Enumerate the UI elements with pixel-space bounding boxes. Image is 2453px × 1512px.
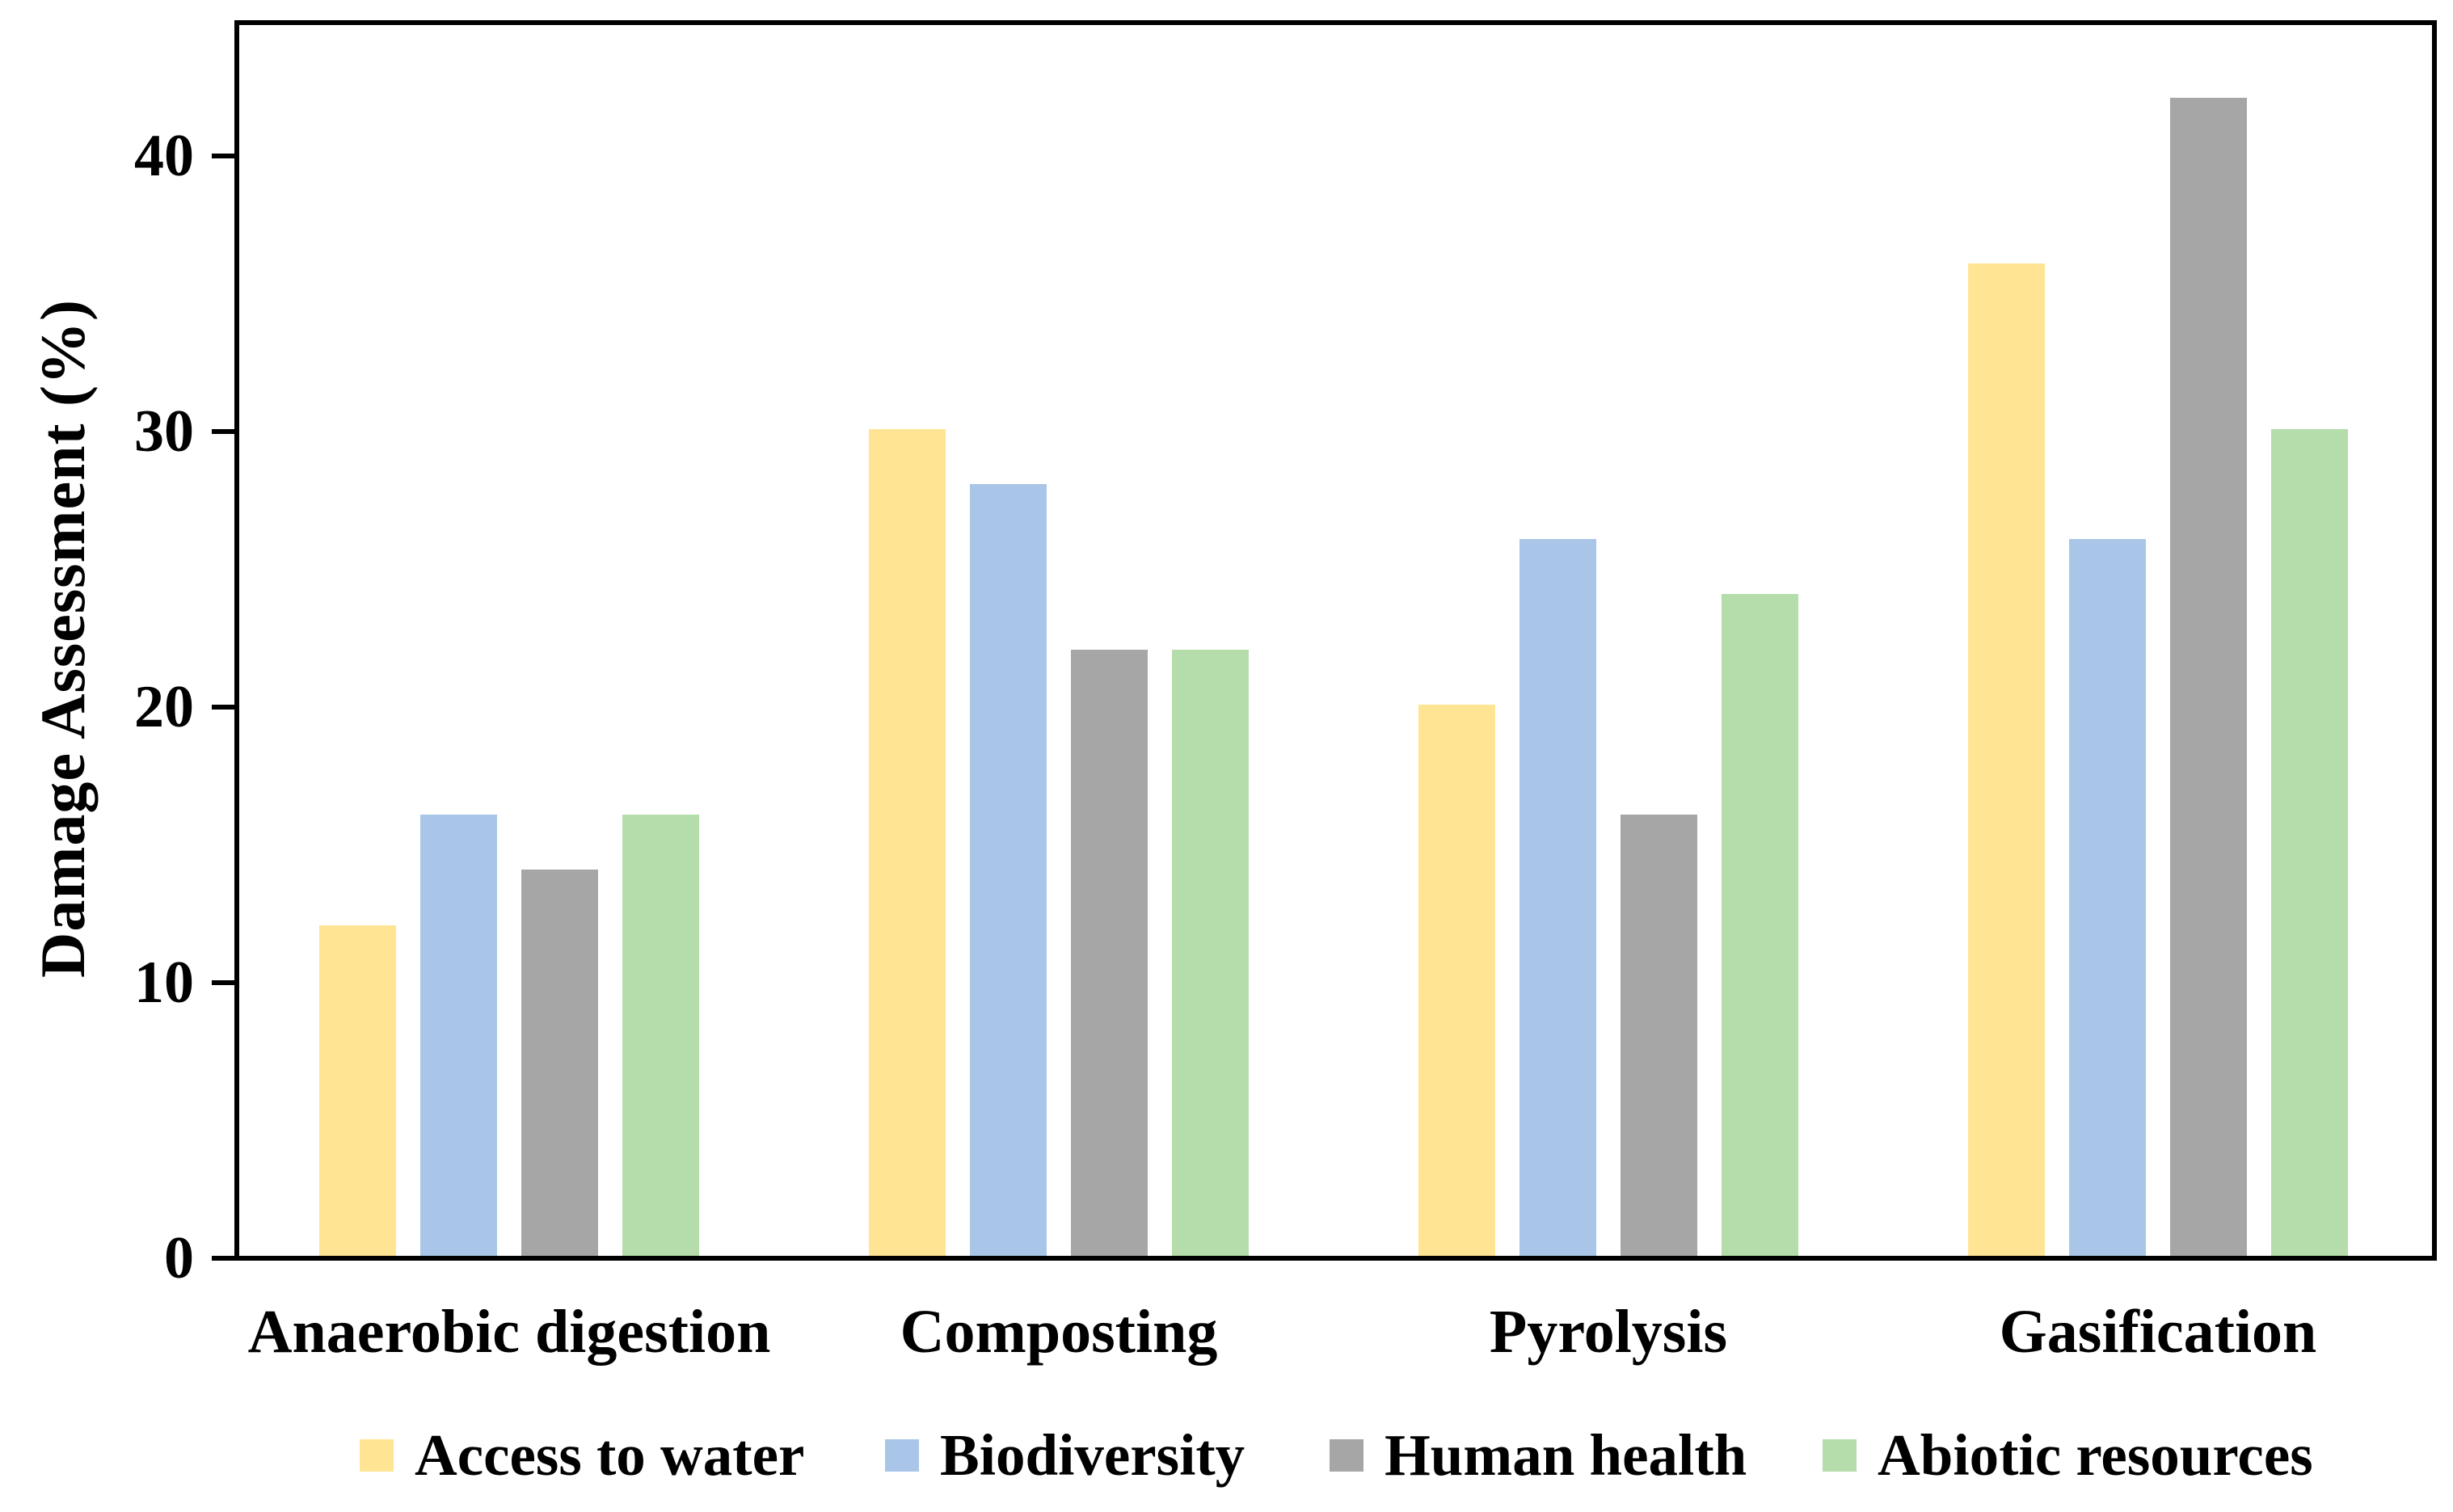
y-tick-label-40: 40 [134,122,194,189]
bar-gasification-human-health [2170,98,2247,1256]
bar-gasification-access-to-water [1968,263,2045,1256]
bar-anaerobic-digestion-biodiversity [420,815,497,1256]
legend-item-access-to-water: Access to water [360,1419,804,1492]
x-category-label-composting: Composting [900,1298,1218,1366]
bar-composting-biodiversity [970,483,1047,1256]
legend-item-abiotic-resources: Abiotic resources [1823,1419,2313,1492]
y-tick-label-10: 10 [134,949,194,1016]
bar-gasification-abiotic-resources [2271,428,2348,1256]
bar-pyrolysis-biodiversity [1519,539,1596,1256]
legend-label-biodiversity: Biodiversity [940,1422,1245,1488]
bar-composting-access-to-water [869,428,946,1256]
legend-label-access-to-water: Access to water [415,1422,805,1488]
legend-swatch-biodiversity [885,1439,919,1472]
bar-pyrolysis-abiotic-resources [1722,594,1798,1256]
legend-swatch-human-health [1330,1439,1363,1472]
y-tick-mark-0 [212,1256,234,1261]
bar-composting-abiotic-resources [1172,649,1249,1256]
y-tick-mark-30 [212,428,234,434]
bar-anaerobic-digestion-human-health [521,870,598,1256]
y-tick-mark-40 [212,153,234,158]
y-tick-label-30: 30 [134,398,194,465]
bar-gasification-biodiversity [2069,539,2146,1256]
legend-item-human-health: Human health [1330,1419,1747,1492]
y-tick-mark-10 [212,979,234,985]
legend-label-abiotic-resources: Abiotic resources [1878,1422,2313,1488]
y-tick-label-20: 20 [134,673,194,740]
legend-swatch-abiotic-resources [1823,1439,1857,1472]
legend-label-human-health: Human health [1385,1422,1747,1488]
x-category-label-gasification: Gasification [1999,1298,2317,1366]
bar-composting-human-health [1071,649,1148,1256]
bar-anaerobic-digestion-access-to-water [319,924,396,1256]
bar-pyrolysis-human-health [1621,815,1697,1256]
legend-item-biodiversity: Biodiversity [885,1419,1245,1492]
x-category-label-pyrolysis: Pyrolysis [1489,1298,1728,1366]
y-tick-mark-20 [212,704,234,710]
y-tick-label-0: 0 [164,1225,194,1291]
legend-swatch-access-to-water [360,1439,394,1472]
bar-anaerobic-digestion-abiotic-resources [622,815,699,1256]
bar-pyrolysis-access-to-water [1418,704,1495,1256]
x-category-label-anaerobic-digestion: Anaerobic digestion [247,1298,771,1366]
